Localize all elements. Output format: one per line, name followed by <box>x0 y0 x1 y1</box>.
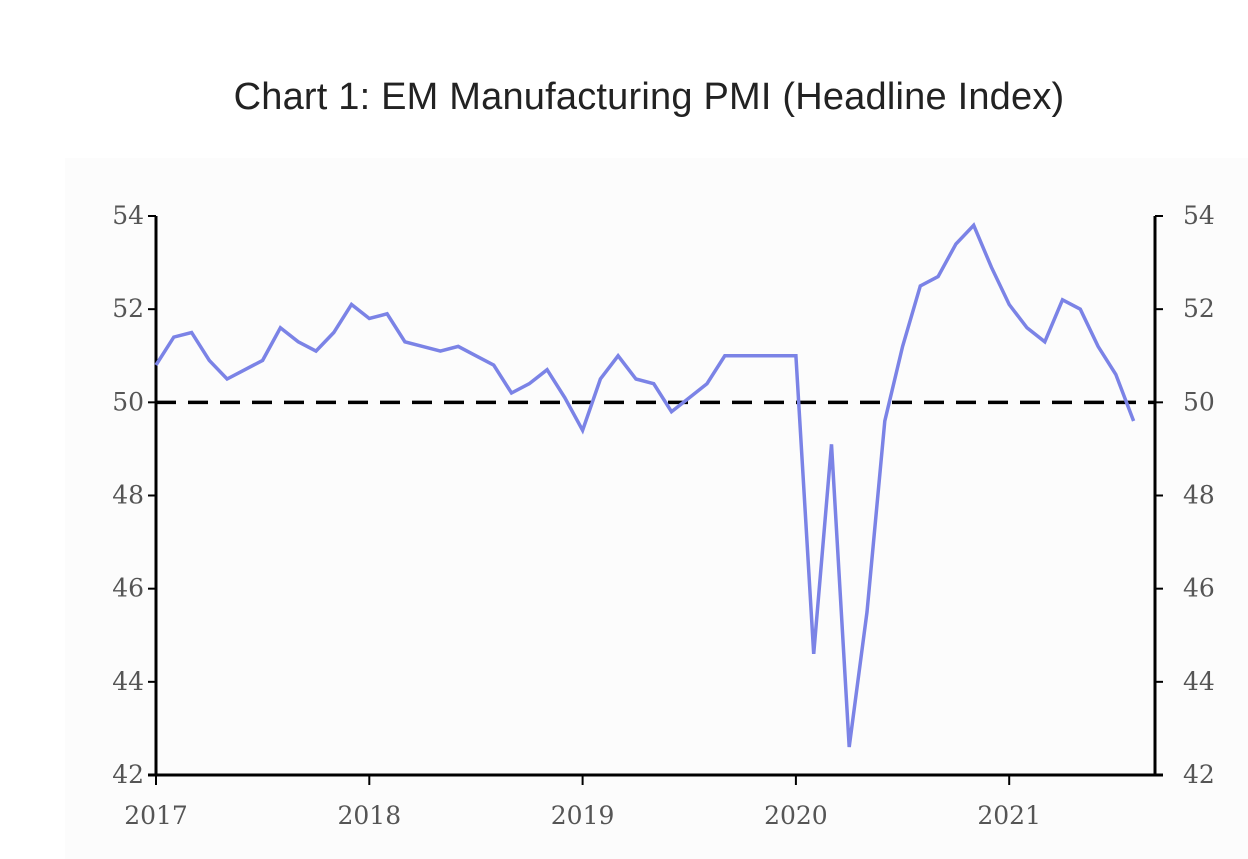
y-tick-label-left: 42 <box>112 760 144 789</box>
y-tick-label-left: 48 <box>112 481 144 510</box>
y-tick-label-right: 42 <box>1183 760 1215 789</box>
y-tick-label-right: 52 <box>1183 294 1215 323</box>
y-tick-label-left: 46 <box>112 574 144 603</box>
y-tick-label-left: 44 <box>112 667 144 696</box>
x-tick-label: 2017 <box>124 801 188 830</box>
x-tick-label: 2018 <box>337 801 401 830</box>
x-tick-label: 2020 <box>764 801 828 830</box>
y-tick-label-right: 54 <box>1183 201 1215 230</box>
y-tick-label-left: 54 <box>112 201 144 230</box>
chart-title: Chart 1: EM Manufacturing PMI (Headline … <box>233 76 1065 118</box>
x-tick-label: 2021 <box>977 801 1041 830</box>
chart-background <box>65 158 1248 859</box>
x-tick-label: 2019 <box>551 801 615 830</box>
y-tick-label-right: 48 <box>1183 481 1215 510</box>
y-tick-label-left: 50 <box>112 387 144 416</box>
y-tick-label-right: 46 <box>1183 574 1215 603</box>
y-tick-label-right: 50 <box>1183 387 1215 416</box>
y-tick-label-right: 44 <box>1183 667 1215 696</box>
y-tick-label-left: 52 <box>112 294 144 323</box>
series-line-pmi <box>154 222 1136 748</box>
